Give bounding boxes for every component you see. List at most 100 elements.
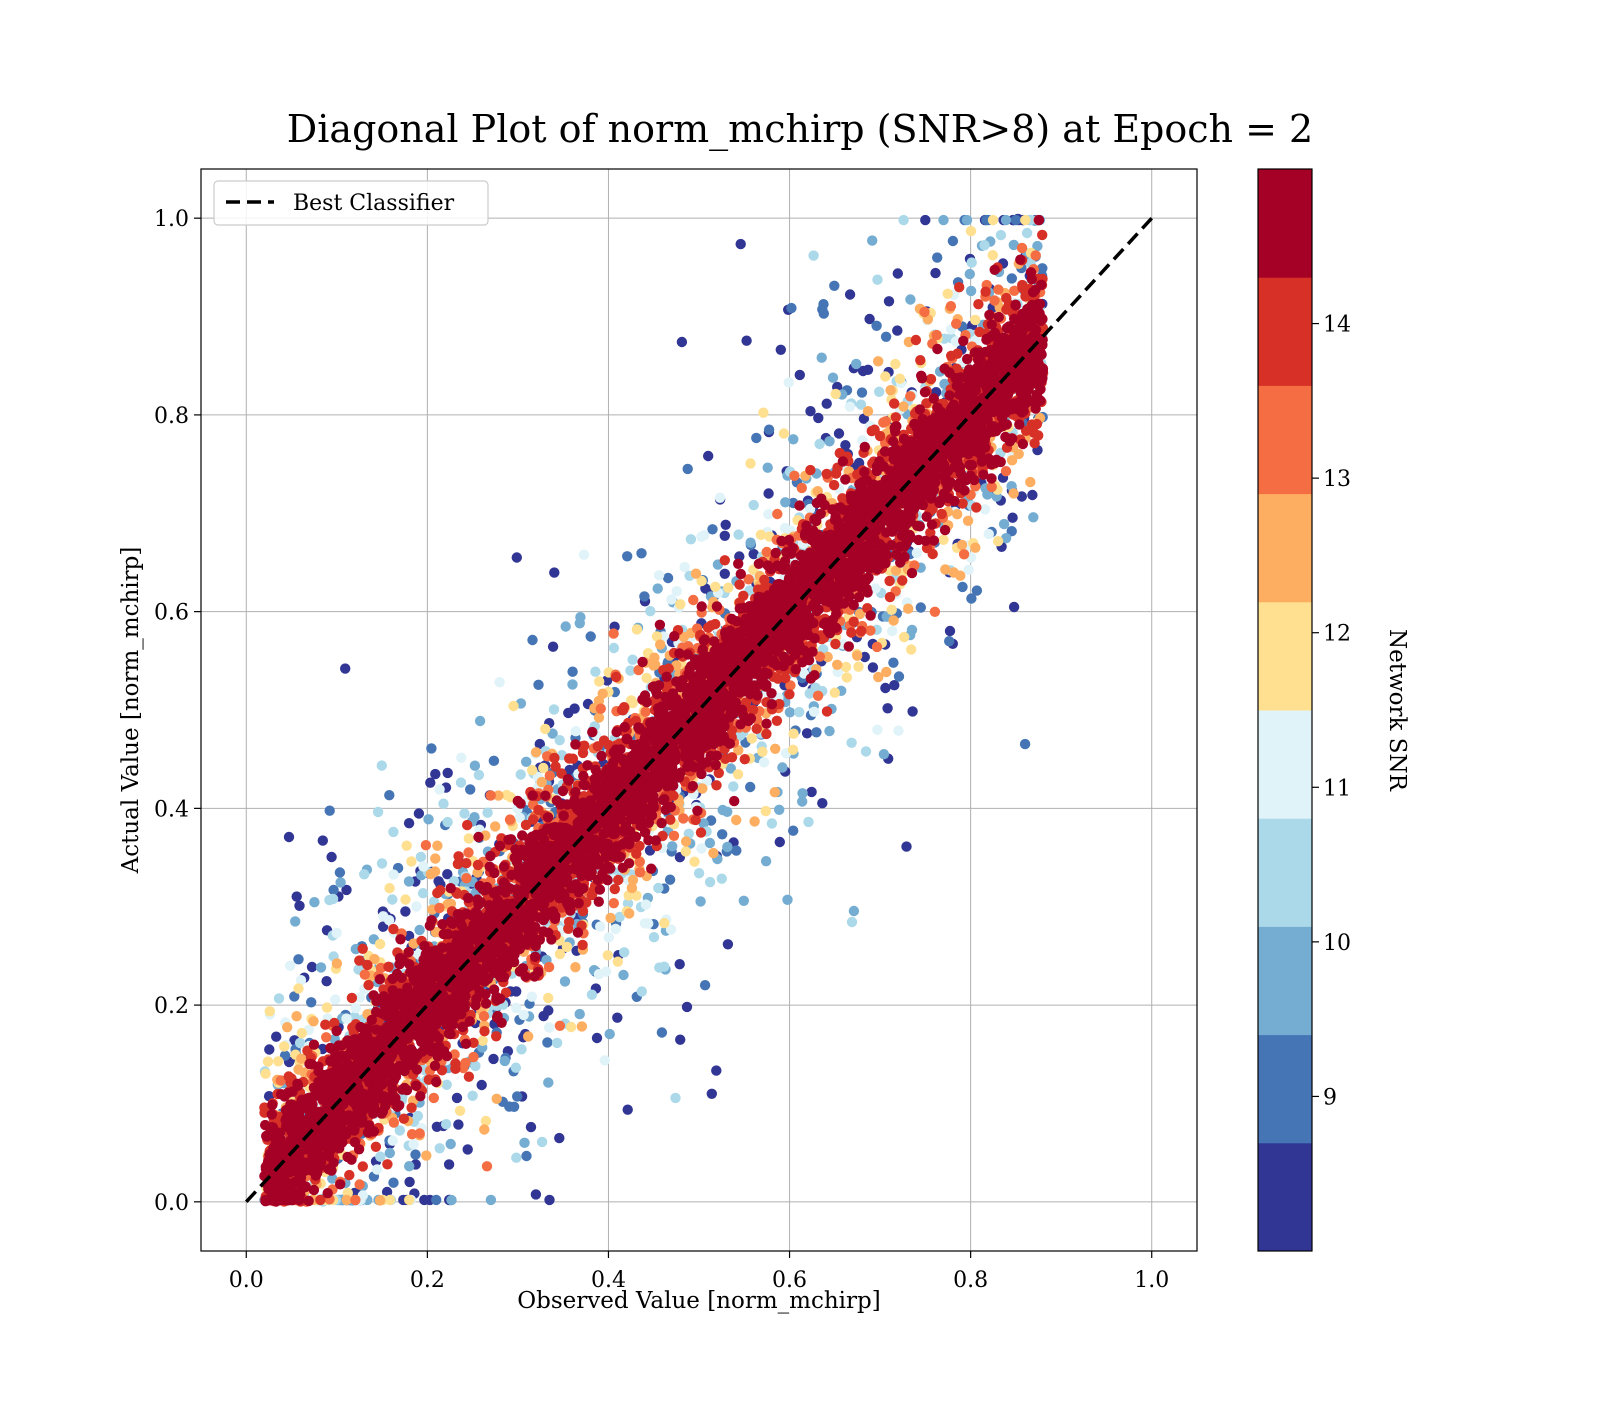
scatter-point — [655, 639, 665, 649]
scatter-point — [293, 983, 303, 993]
scatter-point — [545, 771, 555, 781]
scatter-point — [874, 387, 884, 397]
scatter-point — [761, 856, 771, 866]
scatter-point — [829, 281, 839, 291]
scatter-point — [294, 901, 304, 911]
scatter-point — [414, 808, 424, 818]
scatter-point — [274, 993, 284, 1003]
scatter-point — [612, 1013, 622, 1023]
scatter-point — [494, 677, 504, 687]
scatter-point — [554, 1133, 564, 1143]
scatter-point — [707, 524, 717, 534]
scatter-point — [512, 1091, 522, 1101]
scatter-point — [897, 575, 907, 585]
scatter-point — [605, 913, 615, 923]
scatter-point — [429, 1093, 439, 1103]
scatter-point — [491, 1031, 501, 1041]
scatter-point — [326, 852, 336, 862]
scatter-point — [432, 888, 442, 898]
scatter-point — [794, 707, 804, 717]
scatter-point — [464, 833, 474, 843]
scatter-point — [881, 667, 891, 677]
scatter-point — [731, 815, 741, 825]
scatter-point — [863, 406, 873, 416]
scatter-point — [770, 787, 780, 797]
scatter-point — [322, 1002, 332, 1012]
scatter-point — [486, 790, 496, 800]
scatter-point — [670, 1093, 680, 1103]
scatter-point — [898, 215, 908, 225]
scatter-point — [594, 676, 604, 686]
scatter-point — [649, 932, 659, 942]
scatter-point — [371, 1142, 381, 1152]
scatter-point — [681, 846, 691, 856]
scatter-point — [631, 849, 641, 859]
scatter-point — [1009, 602, 1019, 612]
scatter-point — [963, 516, 973, 526]
scatter-point — [720, 569, 730, 579]
scatter-point — [470, 1061, 480, 1071]
scatter-point — [1020, 739, 1030, 749]
scatter-point — [893, 268, 903, 278]
scatter-point — [543, 1077, 553, 1087]
scatter-point — [697, 783, 707, 793]
scatter-point — [1022, 228, 1032, 238]
scatter-point — [563, 708, 573, 718]
scatter-point — [543, 993, 553, 1003]
scatter-point — [763, 463, 773, 473]
scatter-point — [609, 898, 619, 908]
scatter-point — [388, 827, 398, 837]
scatter-point — [718, 805, 728, 815]
scatter-point — [516, 769, 526, 779]
scatter-point — [856, 626, 866, 636]
scatter-point — [479, 1124, 489, 1134]
scatter-point — [318, 835, 328, 845]
scatter-point — [388, 924, 398, 934]
scatter-point — [668, 791, 678, 801]
scatter-point — [600, 1055, 610, 1065]
scatter-point — [970, 543, 980, 553]
scatter-point — [308, 1016, 318, 1026]
scatter-point — [723, 939, 733, 949]
scatter-point — [571, 726, 581, 736]
scatter-point — [404, 1177, 414, 1187]
scatter-point — [511, 986, 521, 996]
scatter-point — [404, 1161, 414, 1171]
scatter-point — [613, 957, 623, 967]
scatter-point — [797, 483, 807, 493]
scatter-point — [577, 1021, 587, 1031]
scatter-point — [728, 781, 738, 791]
scatter-point — [659, 918, 669, 928]
scatter-point — [527, 635, 537, 645]
scatter-point — [696, 843, 706, 853]
scatter-point — [818, 299, 828, 309]
scatter-point — [579, 550, 589, 560]
scatter-point — [930, 607, 940, 617]
scatter-point — [745, 538, 755, 548]
scatter-point — [980, 287, 990, 297]
scatter-point — [809, 707, 819, 717]
scatter-point — [562, 942, 572, 952]
scatter-point — [789, 471, 799, 481]
scatter-point — [295, 1038, 305, 1048]
scatter-point — [691, 815, 701, 825]
scatter-point — [564, 917, 574, 927]
scatter-point — [475, 716, 485, 726]
scatter-point — [441, 1119, 451, 1129]
scatter-point — [747, 733, 757, 743]
scatter-point — [622, 551, 632, 561]
scatter-point — [745, 782, 755, 792]
scatter-point — [527, 992, 537, 1002]
scatter-point — [872, 725, 882, 735]
scatter-point — [324, 895, 334, 905]
scatter-point — [521, 820, 531, 830]
scatter-point — [654, 570, 664, 580]
scatter-point — [916, 602, 926, 612]
scatter-point — [788, 745, 798, 755]
scatter-point — [951, 319, 961, 329]
scatter-point — [438, 799, 448, 809]
scatter-point — [817, 798, 827, 808]
scatter-point — [736, 239, 746, 249]
scatter-point — [868, 662, 878, 672]
scatter-point — [700, 980, 710, 990]
